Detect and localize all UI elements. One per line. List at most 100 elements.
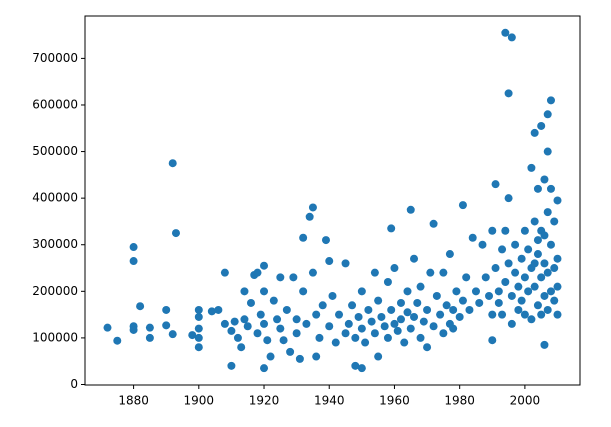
point	[312, 352, 321, 361]
point	[416, 333, 425, 342]
point	[220, 268, 229, 277]
point	[540, 291, 549, 300]
point	[410, 254, 419, 263]
point	[299, 287, 308, 296]
y-tick-label: 700000	[32, 51, 78, 65]
point	[530, 282, 539, 291]
point	[246, 298, 255, 307]
point	[550, 296, 559, 305]
point	[308, 268, 317, 277]
point	[436, 310, 445, 319]
x-tick-label: 1940	[314, 394, 345, 408]
point	[540, 259, 549, 268]
point	[279, 336, 288, 345]
point	[527, 315, 536, 324]
point	[361, 338, 370, 347]
point	[481, 273, 490, 282]
point	[194, 312, 203, 321]
point	[400, 338, 409, 347]
point	[524, 245, 533, 254]
point	[260, 319, 269, 328]
point	[553, 310, 562, 319]
point	[429, 219, 438, 228]
point	[533, 184, 542, 193]
point	[530, 128, 539, 137]
point	[413, 298, 422, 307]
point	[315, 333, 324, 342]
point	[357, 324, 366, 333]
point	[507, 319, 516, 328]
point	[312, 310, 321, 319]
point	[328, 291, 337, 300]
point	[468, 233, 477, 242]
point	[465, 305, 474, 314]
point	[269, 296, 278, 305]
point	[230, 317, 239, 326]
point	[546, 240, 555, 249]
point	[325, 322, 334, 331]
point	[478, 240, 487, 249]
point	[168, 159, 177, 168]
point	[550, 264, 559, 273]
point	[194, 305, 203, 314]
point	[367, 317, 376, 326]
point	[162, 321, 171, 330]
point	[207, 307, 216, 316]
point	[540, 175, 549, 184]
point	[387, 305, 396, 314]
point	[524, 287, 533, 296]
point	[240, 315, 249, 324]
point	[498, 245, 507, 254]
point	[299, 233, 308, 242]
point	[331, 338, 340, 347]
point	[393, 326, 402, 335]
point	[387, 224, 396, 233]
point	[341, 259, 350, 268]
point	[403, 308, 412, 317]
point	[168, 330, 177, 339]
point	[260, 261, 269, 270]
point	[504, 194, 513, 203]
point	[540, 340, 549, 349]
point	[266, 352, 275, 361]
point	[295, 354, 304, 363]
y-tick-label: 0	[70, 377, 78, 391]
point	[455, 312, 464, 321]
point	[370, 329, 379, 338]
point	[423, 343, 432, 352]
point	[449, 305, 458, 314]
point	[113, 336, 122, 345]
point	[145, 333, 154, 342]
point	[390, 264, 399, 273]
point	[462, 273, 471, 282]
point	[514, 282, 523, 291]
point	[370, 268, 379, 277]
point	[488, 336, 497, 345]
point	[194, 333, 203, 342]
point	[162, 305, 171, 314]
point	[445, 250, 454, 259]
point	[517, 254, 526, 263]
point	[129, 257, 138, 266]
point	[537, 273, 546, 282]
point	[504, 89, 513, 98]
point	[344, 319, 353, 328]
point	[406, 324, 415, 333]
x-tick-label: 2000	[510, 394, 541, 408]
point	[194, 324, 203, 333]
x-tick-label: 1980	[444, 394, 475, 408]
point	[432, 291, 441, 300]
point	[194, 343, 203, 352]
y-tick-label: 400000	[32, 191, 78, 205]
point	[537, 310, 546, 319]
point	[308, 203, 317, 212]
point	[129, 243, 138, 252]
point	[348, 301, 357, 310]
point	[507, 33, 516, 42]
point	[533, 236, 542, 245]
point	[351, 361, 360, 370]
point	[396, 298, 405, 307]
point	[396, 315, 405, 324]
point	[452, 287, 461, 296]
point	[237, 343, 246, 352]
